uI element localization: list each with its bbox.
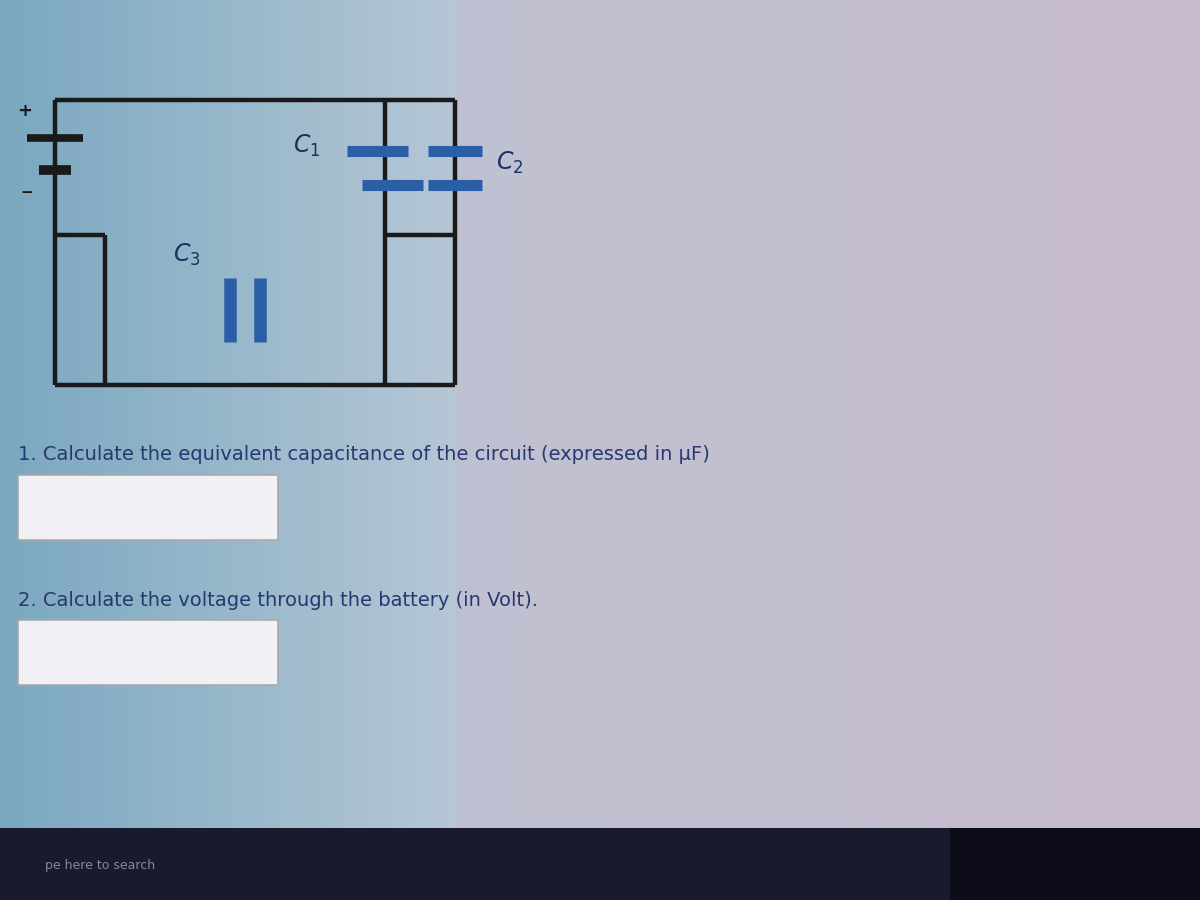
Text: 1. Calculate the equivalent capacitance of the circuit (expressed in μF): 1. Calculate the equivalent capacitance … — [18, 446, 710, 464]
Text: $C_2$: $C_2$ — [497, 149, 523, 176]
Text: −: − — [20, 185, 34, 200]
Text: +: + — [18, 102, 32, 120]
Text: 2. Calculate the voltage through the battery (in Volt).: 2. Calculate the voltage through the bat… — [18, 590, 538, 609]
Text: $C_3$: $C_3$ — [173, 242, 200, 268]
FancyBboxPatch shape — [456, 0, 1200, 900]
FancyBboxPatch shape — [18, 475, 278, 540]
FancyBboxPatch shape — [950, 828, 1200, 900]
FancyBboxPatch shape — [18, 620, 278, 685]
Text: $C_1$: $C_1$ — [293, 132, 320, 158]
FancyBboxPatch shape — [0, 828, 1200, 900]
Text: pe here to search: pe here to search — [46, 859, 155, 871]
